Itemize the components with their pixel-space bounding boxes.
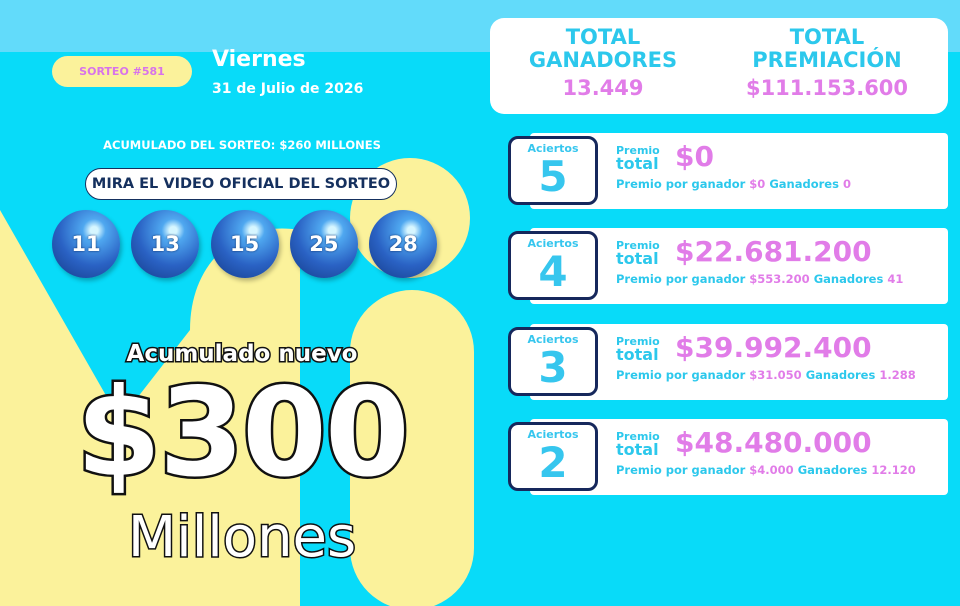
per-winner-line: Premio por ganador $4.000 Ganadores 12.1…	[616, 463, 916, 477]
winners-value: 13.449	[562, 76, 644, 100]
number-ball: 11	[52, 210, 120, 278]
number-ball: 15	[210, 210, 279, 278]
prize-column: TOTAL PREMIACIÓN $111.153.600	[727, 26, 927, 100]
hits-badge: Aciertos 5	[508, 136, 598, 205]
per-winner-value: $4.000	[749, 462, 794, 477]
total-label-bottom: total	[616, 154, 659, 173]
draw-label: SORTEO #581	[52, 56, 192, 87]
tier-card	[530, 228, 948, 305]
logo-background	[0, 158, 474, 606]
hits-badge: Aciertos 4	[508, 231, 598, 301]
winners-value: 12.120	[871, 462, 916, 477]
winners-value: 0	[842, 177, 851, 191]
tier-total: $39.992.400	[675, 330, 872, 364]
total-label-top: Premio	[616, 239, 660, 253]
draw-day: Viernes	[212, 47, 306, 72]
prize-label: TOTAL PREMIACIÓN	[752, 25, 902, 72]
hits-badge: Aciertos 2	[508, 421, 598, 491]
hits-label: Aciertos	[527, 427, 579, 441]
winners-label: Ganadores	[813, 272, 884, 287]
per-winner-line: Premio por ganador $553.200 Ganadores 41	[616, 272, 903, 286]
per-winner-line: Premio por ganador $31.050 Ganadores 1.2…	[616, 368, 916, 382]
tier-total: $48.480.000	[675, 425, 872, 459]
per-winner-value: $0	[749, 177, 766, 191]
total-label-top: Premio	[616, 429, 660, 443]
jackpot-unit: Millones	[126, 504, 357, 572]
draw-date: 31 de Julio de 2026	[212, 81, 364, 97]
tier-card	[530, 323, 948, 400]
hits-label: Aciertos	[527, 142, 579, 155]
per-winner-value: $31.050	[749, 367, 802, 382]
accumulated: ACUMULADO DEL SORTEO: $260 MILLONES	[103, 138, 381, 152]
prize-value: $111.153.600	[745, 76, 909, 100]
total-label-bottom: total	[616, 439, 659, 459]
tier-total: $0	[675, 140, 714, 173]
total-label: Premio total	[616, 239, 660, 269]
winners-value: 1.288	[879, 367, 916, 382]
number-ball: 28	[369, 210, 438, 278]
total-label-top: Premio	[616, 144, 660, 157]
winners-label: Ganadores	[797, 462, 868, 477]
hits-number: 5	[538, 152, 568, 201]
winners-label: TOTAL GANADORES	[528, 25, 678, 72]
winners-label: Ganadores	[769, 177, 839, 191]
winners-column: TOTAL GANADORES 13.449	[503, 26, 703, 100]
tier-total: $22.681.200	[675, 235, 872, 269]
winners-label: Ganadores	[805, 367, 876, 382]
total-label-bottom: total	[616, 344, 659, 364]
hits-badge: Aciertos 3	[508, 326, 598, 396]
per-winner-label: Premio por ganador	[616, 272, 746, 287]
total-label-top: Premio	[616, 334, 660, 348]
tier-card	[530, 133, 948, 209]
total-label: Premio total	[616, 334, 660, 364]
jackpot-caption: Acumulado nuevo	[125, 340, 359, 369]
jackpot-amount: $300	[74, 360, 413, 507]
total-label-bottom: total	[616, 249, 659, 269]
tier-card	[530, 418, 948, 495]
per-winner-value: $553.200	[749, 272, 810, 287]
video-button[interactable]: MIRA EL VIDEO OFICIAL DEL SORTEO	[85, 168, 397, 200]
per-winner-label: Premio por ganador	[616, 177, 746, 191]
totals-card: TOTAL GANADORES 13.449 TOTAL PREMIACIÓN …	[490, 18, 948, 114]
hits-label: Aciertos	[527, 332, 579, 346]
hits-number: 2	[538, 437, 568, 487]
hits-number: 3	[538, 342, 568, 392]
hits-label: Aciertos	[527, 237, 579, 251]
per-winner-line: Premio por ganador $0 Ganadores 0	[616, 177, 851, 191]
per-winner-label: Premio por ganador	[616, 367, 746, 382]
total-label: Premio total	[616, 144, 660, 173]
winners-value: 41	[887, 272, 904, 287]
total-label: Premio total	[616, 429, 660, 459]
number-ball: 13	[131, 210, 200, 278]
number-ball: 25	[289, 210, 358, 278]
per-winner-label: Premio por ganador	[616, 462, 746, 477]
hits-number: 4	[538, 247, 568, 297]
